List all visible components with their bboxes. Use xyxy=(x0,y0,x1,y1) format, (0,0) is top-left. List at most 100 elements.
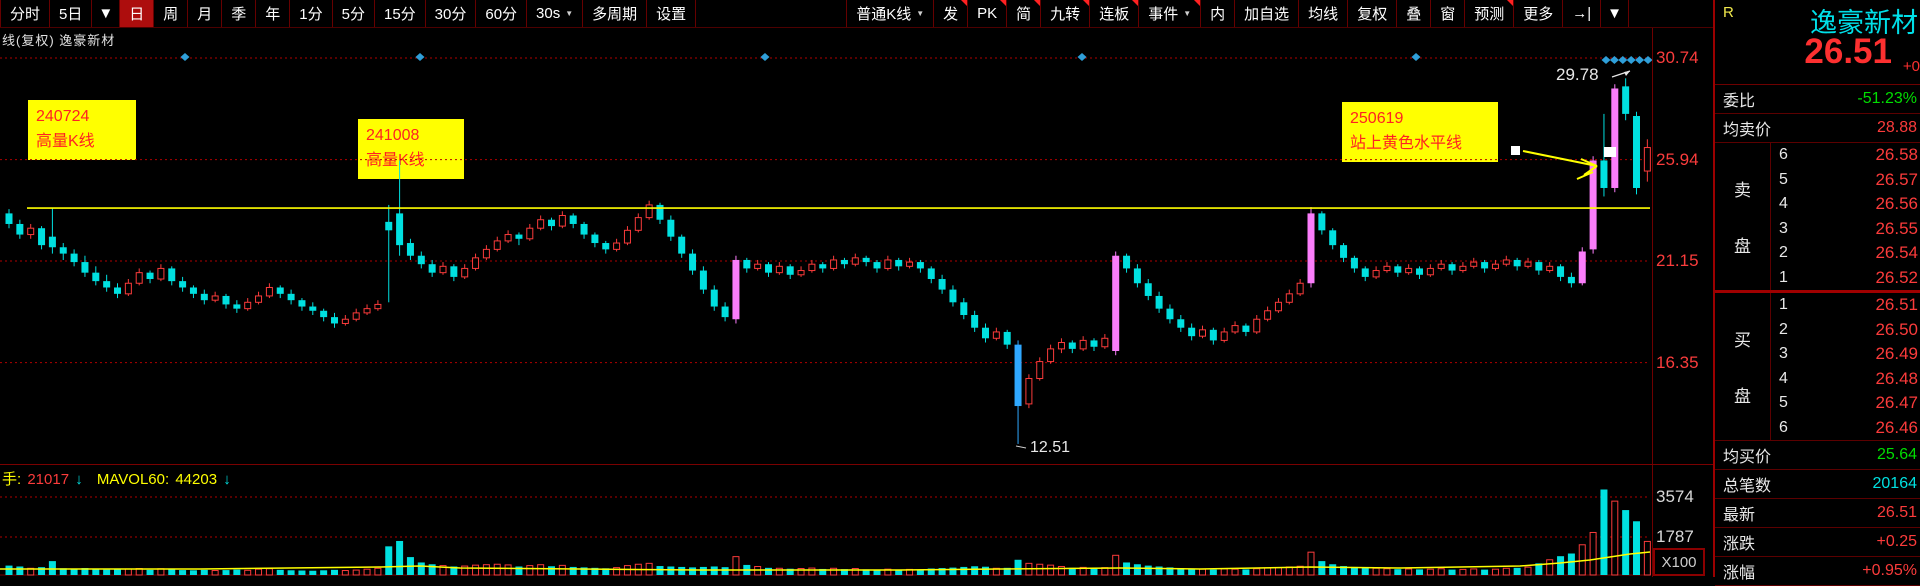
tool-button-叠[interactable]: 叠 xyxy=(1397,0,1432,27)
tool-button-预测[interactable]: 预测 xyxy=(1465,0,1515,27)
tool-button-复权[interactable]: 复权 xyxy=(1348,0,1398,27)
annotation-date: 250619 xyxy=(1350,110,1404,127)
period-button-15分[interactable]: 15分 xyxy=(375,0,426,27)
drawing-handle[interactable] xyxy=(1511,146,1520,155)
period-button-1分[interactable]: 1分 xyxy=(290,0,333,27)
period-button-5分[interactable]: 5分 xyxy=(333,0,375,27)
drawing-handle[interactable] xyxy=(1604,147,1616,157)
vol-down-arrow-icon: ↓ xyxy=(75,471,83,488)
tool-button-▼[interactable]: ▼ xyxy=(1601,0,1630,27)
last-price: 26.51 xyxy=(1804,32,1892,71)
sell-level-6[interactable]: 6 26.58 xyxy=(1771,143,1920,168)
level-number: 3 xyxy=(1779,219,1788,237)
period-button-季[interactable]: 季 xyxy=(222,0,257,27)
period-button-年[interactable]: 年 xyxy=(256,0,291,27)
stock-name: 逸豪新材 xyxy=(1810,8,1918,38)
sell-level-1[interactable]: 1 26.52 xyxy=(1771,266,1920,291)
period-button-月[interactable]: 月 xyxy=(188,0,223,27)
annotation-text: 站上黄色水平线 xyxy=(1350,134,1463,152)
sell-level-4[interactable]: 4 26.56 xyxy=(1771,192,1920,217)
volume-tick-1787: 1787 xyxy=(1656,527,1694,546)
period-button-▼[interactable]: ▼ xyxy=(92,0,121,27)
level-number: 3 xyxy=(1779,345,1788,363)
period-button-多周期[interactable]: 多周期 xyxy=(583,0,648,27)
annotation-date: 241008 xyxy=(366,127,420,144)
volume-tick-3574: 3574 xyxy=(1656,487,1694,506)
period-button-60分[interactable]: 60分 xyxy=(476,0,528,27)
period-button-30s[interactable]: 30s ▼ xyxy=(527,0,584,27)
period-button-设置[interactable]: 设置 xyxy=(647,0,697,27)
level-number: 6 xyxy=(1779,418,1788,436)
level-number: 5 xyxy=(1779,170,1788,188)
price-tick-25.94: 25.94 xyxy=(1656,149,1699,169)
period-button-5日[interactable]: 5日 xyxy=(50,0,93,27)
buy-level-6[interactable]: 6 26.46 xyxy=(1771,416,1920,441)
sell-level-5[interactable]: 5 26.57 xyxy=(1771,168,1920,193)
level-price: 26.56 xyxy=(1875,194,1918,214)
tool-button-加自选[interactable]: 加自选 xyxy=(1235,0,1300,27)
tool-button-发[interactable]: 发 xyxy=(934,0,969,27)
high-price-label: 29.78 xyxy=(1556,65,1599,84)
volume-bars xyxy=(5,489,1651,576)
low-price-label: 12.51 xyxy=(1030,439,1070,456)
period-button-日[interactable]: 日 xyxy=(120,0,155,27)
period-button-30分[interactable]: 30分 xyxy=(426,0,477,27)
buy-level-1[interactable]: 1 26.51 xyxy=(1771,293,1920,318)
quote-row-最新: 最新 26.51 xyxy=(1715,499,1920,528)
quote-row-value: 26.51 xyxy=(1876,504,1917,521)
chevron-down-icon: ▼ xyxy=(565,9,574,18)
tool-button-普通K线[interactable]: 普通K线 ▼ xyxy=(846,0,935,27)
quote-row-委比: 委比 -51.23% xyxy=(1715,85,1920,114)
annotation-text: 高量K线 xyxy=(366,151,425,169)
level-number: 1 xyxy=(1779,296,1788,314)
mavol-value: 44203 xyxy=(175,471,218,488)
tool-button-PK[interactable]: PK xyxy=(968,0,1008,27)
quote-header: R 逸豪新材 26.51 +0 xyxy=(1715,0,1920,85)
diamond-markers xyxy=(180,53,1652,64)
buy-level-2[interactable]: 2 26.50 xyxy=(1771,318,1920,343)
quote-row-label: 总笔数 xyxy=(1723,478,1772,495)
quote-row-label: 最新 xyxy=(1723,507,1756,524)
annotation-box-240724[interactable]: 240724 高量K线 xyxy=(28,100,136,160)
tool-buttons-group: 普通K线 ▼ 发 PK 简九转 连板 事件 ▼ 内加自选 均线 复权叠窗预测 更多 →| ▼ xyxy=(846,0,1630,27)
level-price: 26.51 xyxy=(1875,295,1918,315)
level-price: 26.47 xyxy=(1875,393,1918,413)
buy-level-3[interactable]: 3 26.49 xyxy=(1771,342,1920,367)
tool-button-均线[interactable]: 均线 xyxy=(1299,0,1349,27)
price-change-suffix: +0 xyxy=(1902,58,1920,75)
tool-button-简[interactable]: 简 xyxy=(1007,0,1042,27)
tool-button-连板[interactable]: 连板 xyxy=(1090,0,1140,27)
buy-level-4[interactable]: 4 26.48 xyxy=(1771,367,1920,392)
pane-divider xyxy=(0,464,1713,465)
level-number: 4 xyxy=(1779,195,1788,213)
period-button-分时[interactable]: 分时 xyxy=(0,0,51,27)
chart-sub-label: 线(复权) 逸豪新材 xyxy=(2,33,116,48)
tool-button-九转[interactable]: 九转 xyxy=(1041,0,1091,27)
sell-order-book: 卖盘 6 26.58 5 26.57 4 26.56 3 26.55 2 26.54 1 26.52 xyxy=(1715,143,1920,293)
annotation-arrow[interactable] xyxy=(1511,146,1616,180)
period-button-周[interactable]: 周 xyxy=(154,0,189,27)
tool-button-更多[interactable]: 更多 xyxy=(1514,0,1564,27)
annotation-box-250619[interactable]: 250619 站上黄色水平线 xyxy=(1342,102,1498,162)
candlestick-chart: 29.78 12.51 xyxy=(0,53,1652,576)
vol-value: 21017 xyxy=(27,471,70,488)
mavol-label: MAVOL60: xyxy=(96,471,170,488)
tool-button-事件[interactable]: 事件 ▼ xyxy=(1139,0,1202,27)
quote-row-value: -51.23% xyxy=(1857,90,1917,107)
mavol-line xyxy=(0,551,1651,571)
axis-separator xyxy=(1652,0,1653,577)
sell-level-2[interactable]: 2 26.54 xyxy=(1771,241,1920,266)
quote-row-value: 28.88 xyxy=(1876,119,1917,136)
mavol-down-arrow-icon: ↓ xyxy=(223,471,231,488)
tool-button-→|[interactable]: →| xyxy=(1563,0,1602,27)
annotation-box-241008[interactable]: 241008 高量K线 xyxy=(358,119,464,179)
buy-level-5[interactable]: 5 26.47 xyxy=(1771,391,1920,416)
level-price: 26.54 xyxy=(1875,243,1918,263)
level-price: 26.48 xyxy=(1875,368,1918,388)
sell-level-3[interactable]: 3 26.55 xyxy=(1771,217,1920,242)
quote-rows-bottom: 均买价 25.64 总笔数 20164 最新 26.51 涨跌 +0.25 涨幅 +0.95% xyxy=(1715,441,1920,586)
tool-button-窗[interactable]: 窗 xyxy=(1431,0,1466,27)
level-price: 26.52 xyxy=(1875,267,1918,287)
tool-button-内[interactable]: 内 xyxy=(1201,0,1236,27)
quote-row-value: 20164 xyxy=(1872,475,1918,492)
